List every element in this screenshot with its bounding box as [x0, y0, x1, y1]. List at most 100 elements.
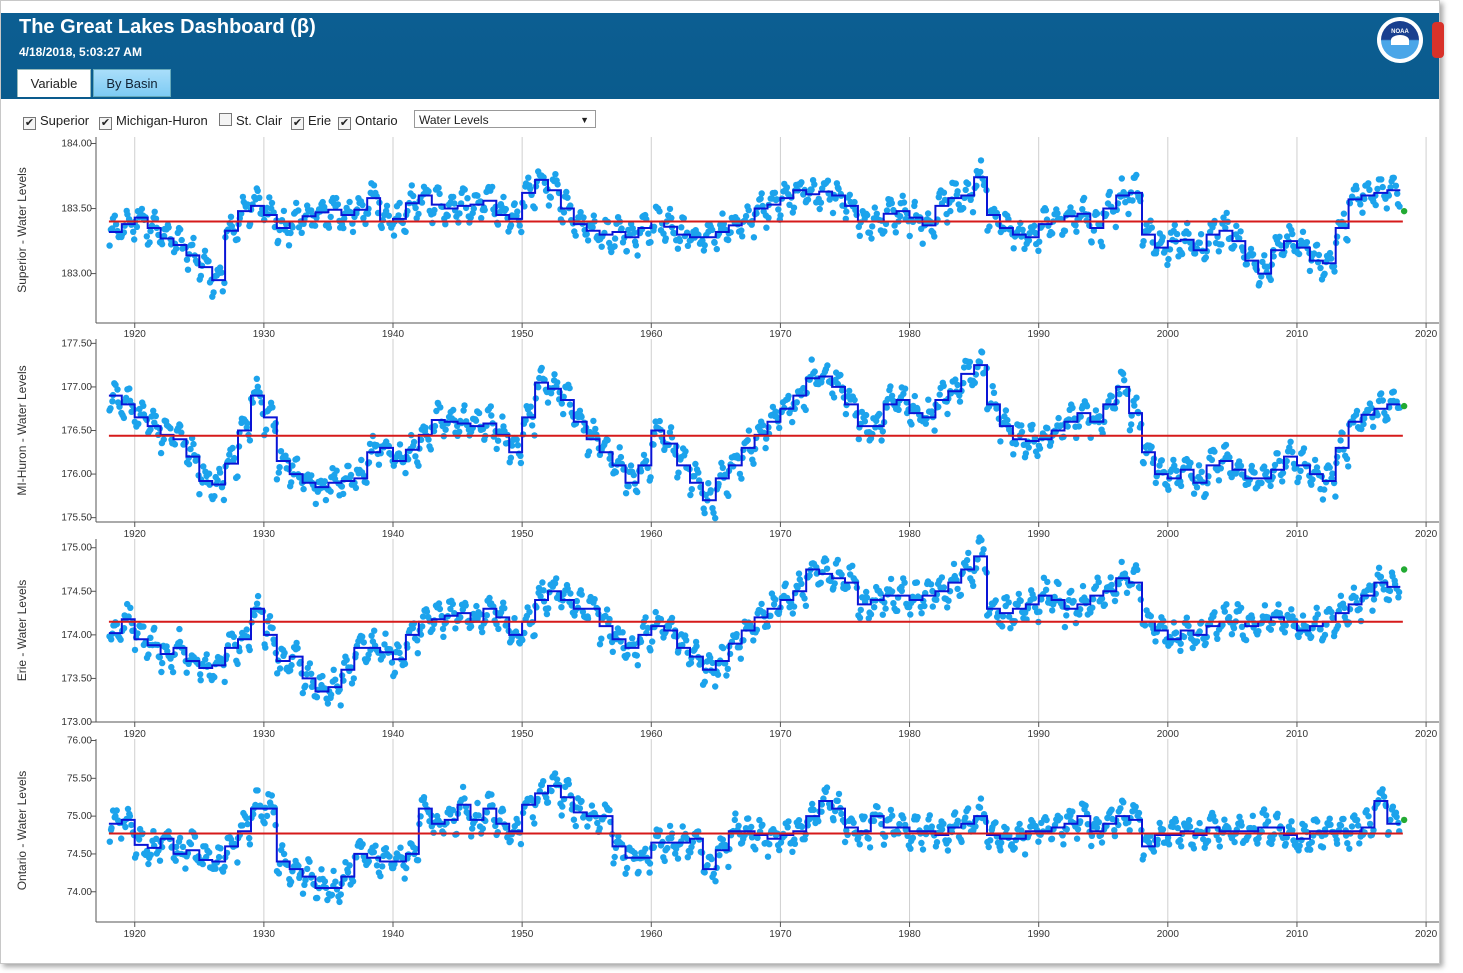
data-point — [531, 205, 538, 212]
checkbox-st-clair-box[interactable] — [219, 113, 232, 126]
x-tick-label: 1940 — [382, 729, 405, 740]
data-point — [622, 870, 629, 877]
data-point — [1108, 581, 1115, 589]
checkbox-erie-box[interactable]: ✔ — [291, 117, 304, 130]
data-point — [1313, 604, 1320, 611]
variable-select[interactable]: Water Levels ▼ — [414, 110, 596, 128]
data-point — [667, 424, 675, 431]
data-point — [1378, 390, 1385, 397]
data-point — [183, 256, 191, 263]
data-point — [548, 787, 555, 795]
checkbox-michigan-huron[interactable]: ✔ Michigan-Huron — [99, 113, 208, 130]
data-point — [1308, 481, 1315, 488]
data-point — [634, 252, 641, 259]
data-point — [806, 572, 813, 579]
data-point — [861, 418, 869, 425]
side-panel-edge[interactable] — [1432, 22, 1444, 58]
data-point — [1385, 192, 1393, 199]
data-point — [1260, 806, 1268, 813]
data-point — [767, 612, 774, 619]
data-point — [606, 806, 613, 814]
data-point — [612, 469, 619, 476]
data-point — [1202, 491, 1209, 498]
data-point — [763, 224, 770, 231]
data-point — [1165, 841, 1173, 848]
data-point — [1128, 421, 1135, 428]
data-point — [808, 186, 815, 193]
data-point — [408, 182, 415, 189]
data-point — [1111, 405, 1119, 412]
data-point — [1288, 606, 1295, 613]
noaa-logo-text: NOAA — [1391, 29, 1409, 35]
x-tick-label: 1980 — [898, 529, 921, 540]
data-point — [676, 237, 684, 245]
data-point — [246, 646, 253, 654]
data-point — [1133, 171, 1140, 179]
latest-value-point — [1400, 566, 1408, 573]
checkbox-ontario[interactable]: ✔ Ontario — [338, 113, 398, 130]
data-point — [850, 819, 857, 826]
data-point — [954, 585, 961, 593]
checkbox-st-clair[interactable]: St. Clair — [219, 113, 282, 129]
data-point — [554, 379, 561, 386]
data-point — [644, 624, 651, 632]
data-point — [1321, 631, 1329, 639]
data-point — [1353, 816, 1361, 824]
data-point — [1095, 578, 1102, 586]
checkbox-superior-box[interactable]: ✔ — [23, 117, 36, 130]
data-point — [804, 196, 812, 203]
data-point — [978, 349, 986, 356]
data-point — [1108, 393, 1116, 400]
data-point — [720, 644, 727, 652]
data-point — [1287, 438, 1294, 445]
data-point — [262, 644, 269, 651]
data-point — [1337, 592, 1345, 599]
data-point — [985, 843, 992, 851]
tab-variable[interactable]: Variable — [17, 69, 91, 97]
data-point — [151, 624, 158, 632]
data-point — [625, 483, 632, 490]
dropdown-arrow-icon: ▼ — [580, 115, 589, 125]
data-point — [947, 207, 954, 215]
data-point — [1328, 608, 1335, 616]
data-point — [802, 602, 810, 609]
data-point — [318, 866, 325, 873]
data-point — [842, 410, 850, 418]
data-point — [152, 412, 159, 420]
data-point — [750, 460, 757, 467]
data-point — [630, 471, 637, 479]
data-point — [331, 475, 339, 483]
data-point — [391, 861, 398, 868]
data-point — [1366, 820, 1374, 828]
data-point — [488, 791, 495, 798]
data-point — [1295, 633, 1302, 641]
data-point — [867, 611, 875, 618]
checkbox-michigan-huron-box[interactable]: ✔ — [99, 117, 112, 130]
data-point — [1323, 621, 1330, 628]
data-point — [437, 404, 444, 411]
x-tick-label: 1950 — [511, 329, 534, 340]
data-point — [470, 205, 477, 212]
data-point — [817, 579, 824, 586]
data-point — [1319, 496, 1327, 503]
data-point — [1354, 822, 1362, 829]
data-point — [871, 604, 878, 611]
data-point — [1346, 845, 1353, 852]
data-point — [835, 790, 843, 798]
checkbox-ontario-box[interactable]: ✔ — [338, 117, 351, 130]
tab-by-basin[interactable]: By Basin — [93, 69, 171, 97]
data-point — [449, 806, 457, 814]
data-point — [349, 878, 357, 885]
data-point — [1103, 211, 1110, 218]
data-point — [176, 625, 183, 633]
data-point — [1248, 462, 1256, 470]
data-point — [877, 590, 884, 597]
data-point — [606, 615, 613, 623]
noaa-logo[interactable]: NOAA — [1377, 17, 1423, 63]
checkbox-superior[interactable]: ✔ Superior — [23, 113, 89, 130]
data-point — [874, 803, 881, 811]
data-point — [567, 202, 574, 209]
data-point — [327, 213, 334, 221]
checkbox-erie[interactable]: ✔ Erie — [291, 113, 331, 130]
data-point — [880, 841, 888, 848]
